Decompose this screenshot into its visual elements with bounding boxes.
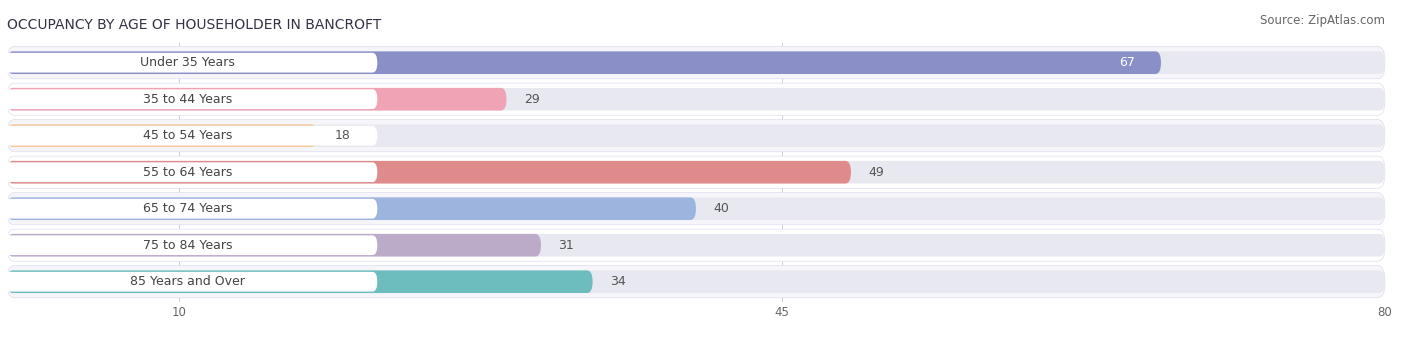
FancyBboxPatch shape (7, 88, 1385, 110)
FancyBboxPatch shape (7, 156, 1385, 188)
FancyBboxPatch shape (7, 120, 1385, 152)
FancyBboxPatch shape (7, 270, 593, 293)
Text: 40: 40 (713, 202, 730, 215)
Text: Source: ZipAtlas.com: Source: ZipAtlas.com (1260, 14, 1385, 27)
FancyBboxPatch shape (7, 47, 1385, 79)
Text: 35 to 44 Years: 35 to 44 Years (143, 93, 232, 106)
Text: 85 Years and Over: 85 Years and Over (131, 275, 245, 288)
FancyBboxPatch shape (7, 51, 1161, 74)
FancyBboxPatch shape (7, 197, 696, 220)
Text: Under 35 Years: Under 35 Years (141, 56, 235, 69)
Text: 18: 18 (335, 129, 350, 142)
FancyBboxPatch shape (7, 124, 318, 147)
FancyBboxPatch shape (7, 266, 1385, 298)
FancyBboxPatch shape (7, 229, 1385, 261)
FancyBboxPatch shape (0, 272, 377, 292)
FancyBboxPatch shape (7, 51, 1385, 74)
FancyBboxPatch shape (0, 53, 377, 73)
FancyBboxPatch shape (7, 234, 1385, 256)
FancyBboxPatch shape (7, 193, 1385, 225)
FancyBboxPatch shape (7, 234, 541, 256)
FancyBboxPatch shape (0, 162, 377, 182)
FancyBboxPatch shape (0, 126, 377, 146)
FancyBboxPatch shape (7, 161, 851, 183)
FancyBboxPatch shape (0, 199, 377, 219)
FancyBboxPatch shape (7, 124, 1385, 147)
Text: OCCUPANCY BY AGE OF HOUSEHOLDER IN BANCROFT: OCCUPANCY BY AGE OF HOUSEHOLDER IN BANCR… (7, 18, 381, 32)
FancyBboxPatch shape (0, 89, 377, 109)
Text: 45 to 54 Years: 45 to 54 Years (143, 129, 232, 142)
Text: 31: 31 (558, 239, 574, 252)
FancyBboxPatch shape (7, 270, 1385, 293)
Text: 67: 67 (1119, 56, 1135, 69)
FancyBboxPatch shape (7, 197, 1385, 220)
FancyBboxPatch shape (7, 161, 1385, 183)
Text: 29: 29 (524, 93, 540, 106)
Text: 75 to 84 Years: 75 to 84 Years (143, 239, 232, 252)
Text: 49: 49 (869, 166, 884, 179)
Text: 55 to 64 Years: 55 to 64 Years (143, 166, 232, 179)
FancyBboxPatch shape (7, 88, 506, 110)
Text: 34: 34 (610, 275, 626, 288)
FancyBboxPatch shape (0, 235, 377, 255)
Text: 65 to 74 Years: 65 to 74 Years (143, 202, 232, 215)
FancyBboxPatch shape (7, 83, 1385, 115)
